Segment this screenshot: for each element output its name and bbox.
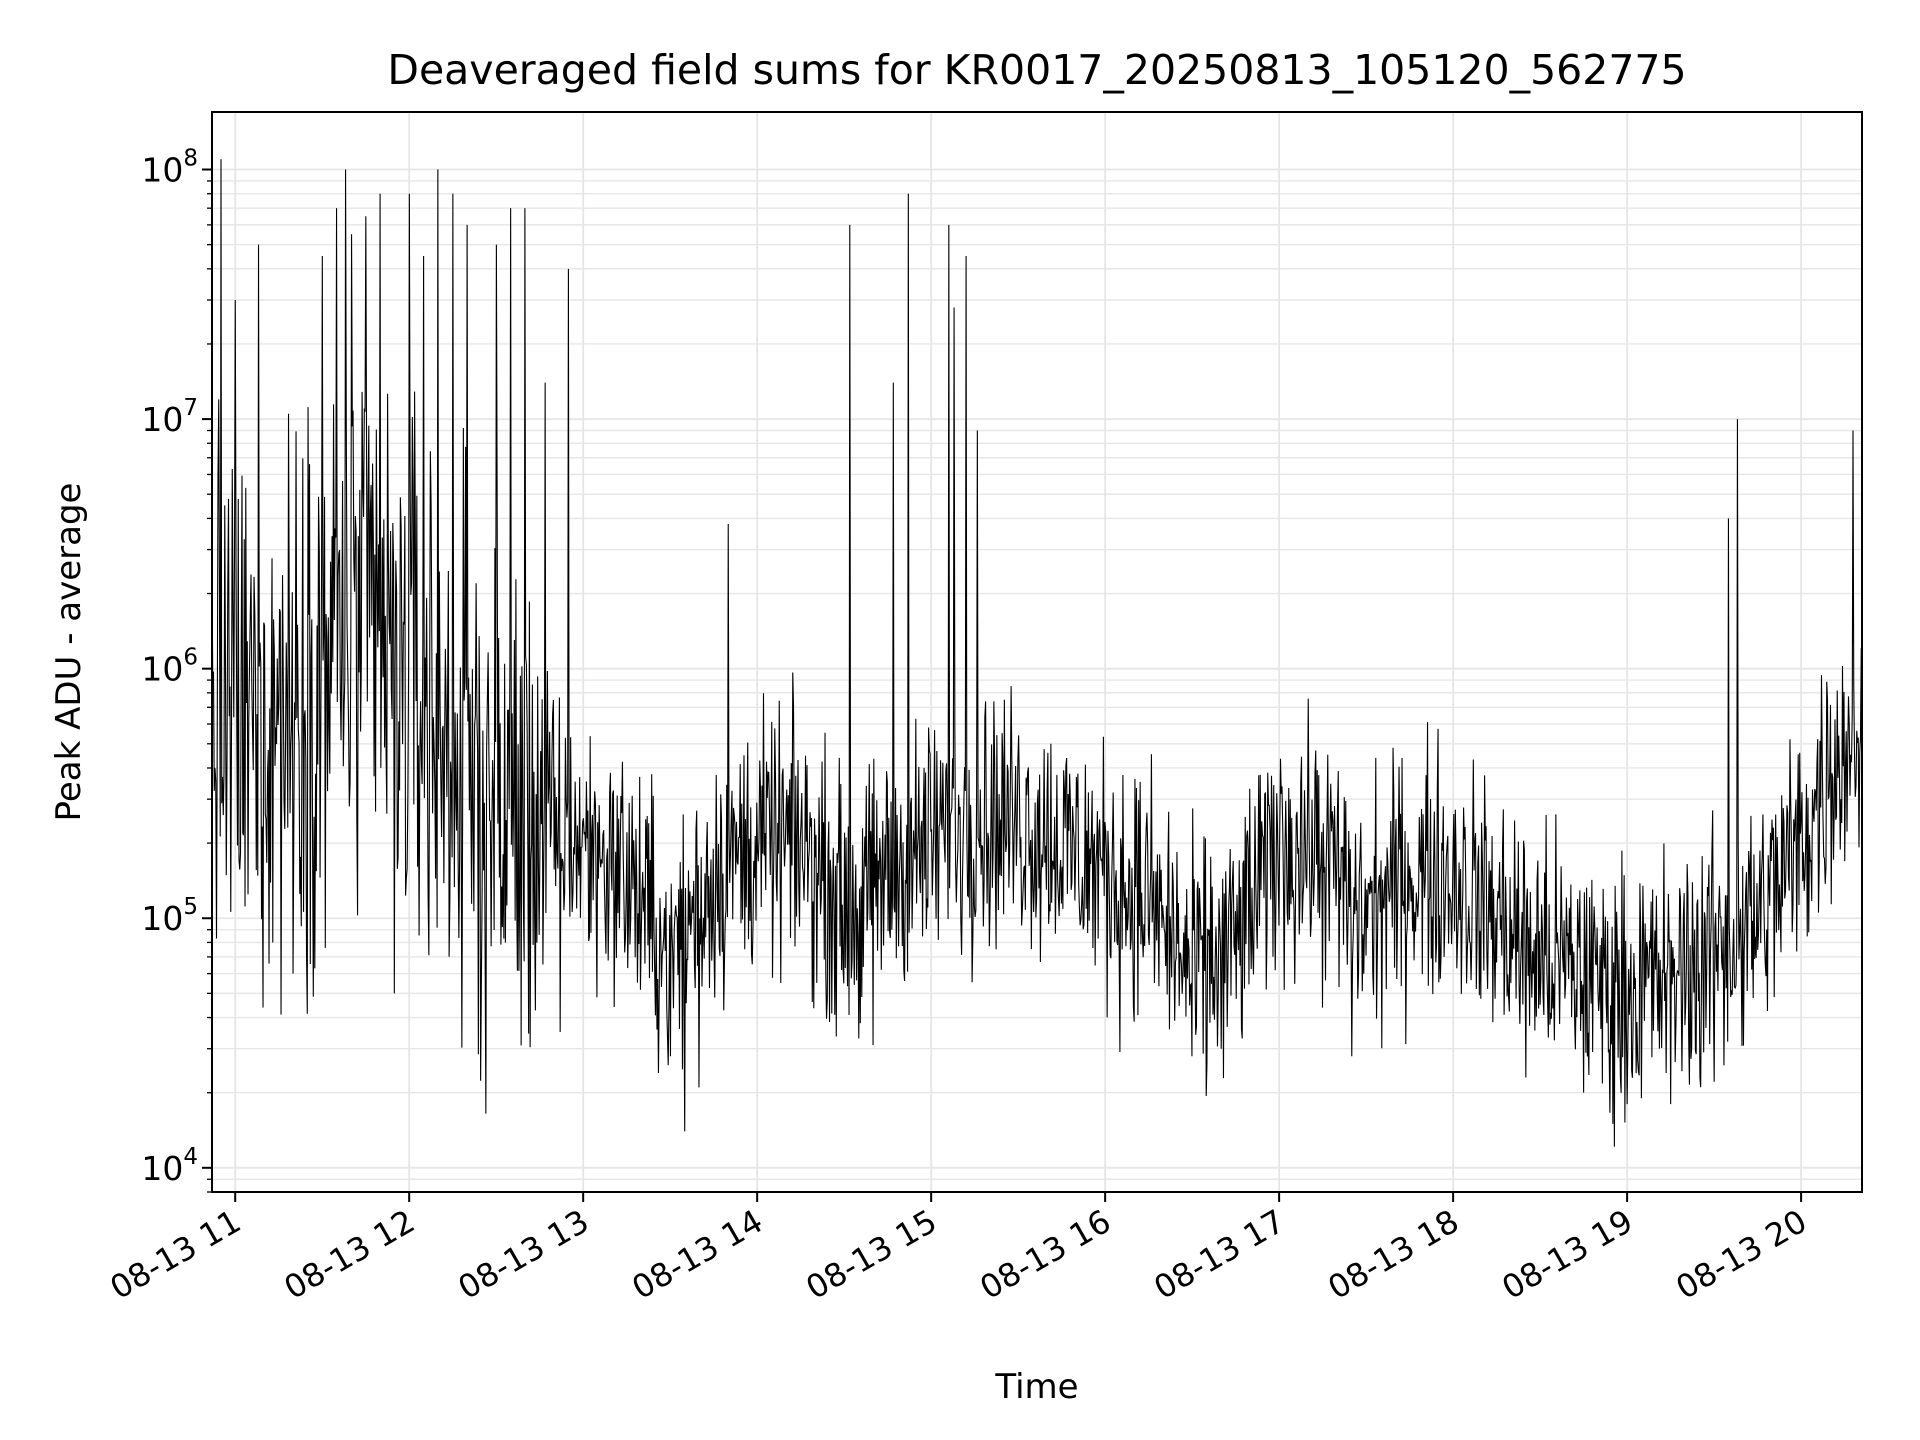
plot-area: [212, 159, 1862, 1147]
y-tick-label: 108: [141, 146, 198, 190]
y-axis-label: Peak ADU - average: [49, 483, 89, 822]
series-line: [212, 159, 1862, 1147]
y-tick-label: 107: [141, 395, 198, 439]
plot-frame: [211, 111, 1863, 1193]
x-axis-label: Time: [994, 1367, 1078, 1407]
y-tick-label: 105: [141, 894, 198, 938]
y-tick-label: 104: [141, 1144, 198, 1188]
chart-title: Deaveraged field sums for KR0017_2025081…: [387, 46, 1686, 94]
y-tick-label: 106: [141, 645, 198, 689]
